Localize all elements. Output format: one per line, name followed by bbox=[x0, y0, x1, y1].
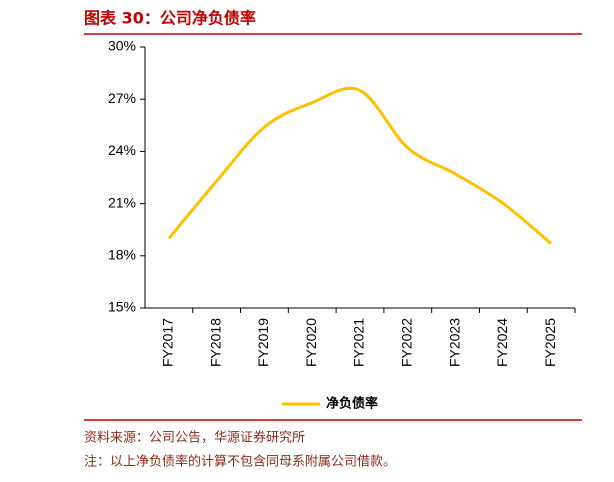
x-tick-label: FY2023 bbox=[446, 318, 462, 367]
x-tick-label: FY2024 bbox=[494, 318, 510, 367]
y-tick-label: 18% bbox=[108, 247, 136, 263]
x-tick-label: FY2017 bbox=[160, 318, 176, 367]
line-series bbox=[167, 86, 553, 245]
y-tick-label: 15% bbox=[108, 299, 136, 315]
y-tick-label: 24% bbox=[108, 142, 136, 158]
chart-title: 图表 30：公司净负债率 bbox=[84, 9, 256, 28]
x-tick-label: FY2019 bbox=[255, 318, 271, 367]
source-note: 资料来源：公司公告，华源证券研究所 bbox=[84, 430, 305, 446]
x-tick-label: FY2018 bbox=[207, 318, 223, 367]
x-tick-label: FY2022 bbox=[398, 318, 414, 367]
x-tick-label: FY2020 bbox=[303, 318, 319, 367]
y-tick-label: 27% bbox=[108, 90, 136, 106]
x-tick-label: FY2025 bbox=[542, 318, 558, 367]
y-tick-label: 30% bbox=[108, 38, 136, 54]
legend-label: 净负债率 bbox=[326, 395, 378, 410]
x-tick-label: FY2021 bbox=[351, 318, 367, 367]
footnote: 注：以上净负债率的计算不包含同母系附属公司借款。 bbox=[84, 454, 396, 470]
y-tick-label: 21% bbox=[108, 194, 136, 210]
